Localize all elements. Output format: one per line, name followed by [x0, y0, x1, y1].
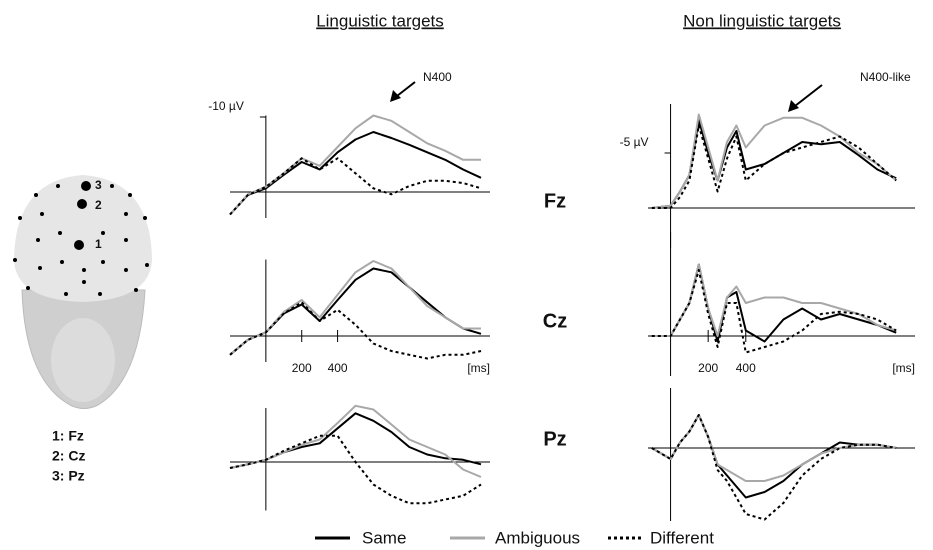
annotation: N400-like: [860, 70, 911, 84]
waveform: [229, 157, 482, 216]
waveform: [651, 414, 897, 499]
electrode-number: 2: [95, 198, 102, 212]
electrode-label: 3: Pz: [52, 468, 85, 484]
column-title: Non linguistic targets: [683, 11, 841, 30]
waveform: [229, 434, 482, 505]
waveform: [651, 113, 897, 209]
x-axis-label: [ms]: [892, 361, 915, 375]
waveform: [651, 124, 897, 209]
waveform: [229, 301, 482, 360]
x-tick-label: 400: [736, 361, 756, 375]
annotation: N400: [423, 70, 452, 84]
row-label: Cz: [543, 310, 567, 332]
column-title: Linguistic targets: [316, 11, 444, 30]
waveform: [229, 131, 482, 216]
arrow: [390, 81, 823, 112]
electrode-label: 1: Fz: [52, 428, 84, 444]
x-tick-label: 200: [698, 361, 718, 375]
waveform: [229, 260, 481, 356]
row-label: Pz: [543, 428, 566, 450]
head-illustration: [13, 175, 152, 409]
legend-text: Same: [362, 528, 406, 547]
waveform: [229, 267, 482, 356]
waveform: [651, 269, 897, 354]
y-tick-label: -5 µV: [620, 135, 649, 149]
x-axis-label: [ms]: [467, 361, 490, 375]
y-tick-label: -10 µV: [208, 99, 244, 113]
x-tick-label: 400: [328, 361, 348, 375]
legend-text: Different: [650, 528, 714, 547]
electrode-number: 3: [95, 178, 102, 192]
electrode-number: 1: [95, 237, 102, 251]
row-label: Fz: [544, 190, 566, 212]
waveform: [651, 414, 897, 521]
legend-text: Ambiguous: [495, 528, 580, 547]
waveform: [651, 263, 897, 337]
waveform: [229, 114, 481, 216]
waveform: [651, 119, 897, 209]
electrode-label: 2: Cz: [52, 448, 85, 464]
x-tick-label: 200: [292, 361, 312, 375]
waveform: [229, 404, 482, 478]
